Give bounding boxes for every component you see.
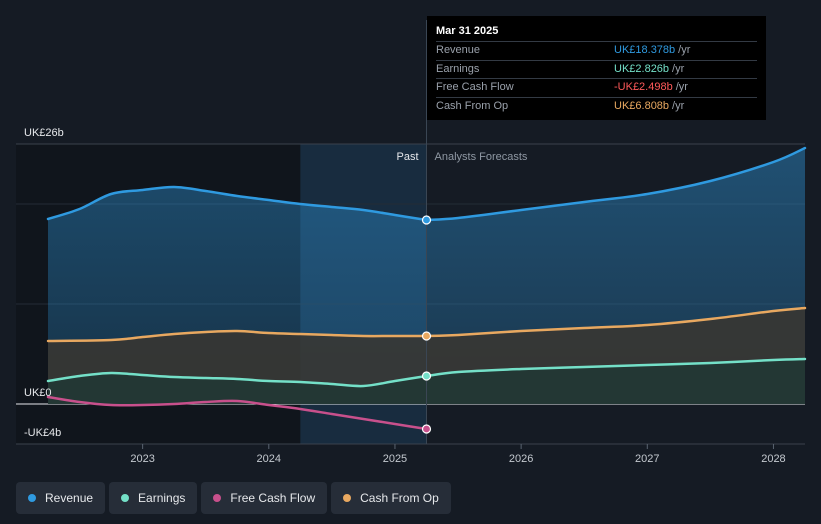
earnings-marker bbox=[421, 371, 432, 381]
cash_from_op-line-forecast bbox=[425, 306, 807, 338]
legend-item-revenue[interactable]: Revenue bbox=[16, 482, 106, 514]
legend-item-free-cash-flow[interactable]: Free Cash Flow bbox=[201, 482, 328, 514]
y-axis-labels: UK£26b UK£0 -UK£4b bbox=[24, 127, 64, 439]
series-markers bbox=[421, 215, 432, 434]
tooltip-unit: /yr bbox=[675, 81, 688, 93]
x-tick-label: 2023 bbox=[130, 453, 154, 465]
dot-icon bbox=[343, 494, 352, 502]
forecast-label: Analysts Forecasts bbox=[435, 151, 528, 163]
legend-label: Free Cash Flow bbox=[230, 491, 316, 505]
revenue-line-forecast bbox=[425, 146, 807, 222]
tooltip-row-cash-from-op: Cash From Op UK£6.808b /yr bbox=[436, 96, 757, 116]
cash_from_op-marker bbox=[421, 331, 432, 341]
dot-icon bbox=[213, 494, 222, 502]
cash_from_op-line-past bbox=[46, 329, 428, 343]
tooltip-row-revenue: Revenue UK£18.378b /yr bbox=[436, 41, 757, 60]
legend-item-earnings[interactable]: Earnings bbox=[109, 482, 198, 514]
series-lines bbox=[46, 146, 807, 431]
tooltip-unit: /yr bbox=[672, 62, 685, 75]
tooltip-value: UK£6.808b bbox=[614, 99, 670, 112]
x-tick-label: 2025 bbox=[383, 453, 407, 465]
tooltip-unit: /yr bbox=[678, 44, 691, 56]
legend-item-cash-from-op[interactable]: Cash From Op bbox=[331, 482, 451, 514]
tooltip-value: UK£2.826b bbox=[614, 62, 670, 75]
x-tick-label: 2026 bbox=[509, 453, 533, 465]
x-tick-label: 2028 bbox=[761, 453, 785, 465]
y-tick-label: UK£0 bbox=[24, 387, 52, 399]
y-tick-label: -UK£4b bbox=[24, 427, 61, 439]
legend-label: Revenue bbox=[45, 491, 94, 505]
earnings-line-forecast bbox=[425, 357, 807, 378]
tooltip-value: -UK£2.498b bbox=[614, 81, 673, 93]
legend-label: Cash From Op bbox=[360, 491, 439, 505]
tooltip-row-free-cash-flow: Free Cash Flow -UK£2.498b /yr bbox=[436, 78, 757, 97]
x-axis: 2023 2024 2025 2026 2027 2028 bbox=[130, 444, 786, 465]
revenue-marker bbox=[421, 215, 432, 225]
free_cash_flow-line-past bbox=[46, 395, 428, 431]
dot-icon bbox=[28, 494, 36, 502]
legend-label: Earnings bbox=[138, 491, 186, 505]
earnings-line-past bbox=[46, 371, 428, 388]
tooltip-row-earnings: Earnings UK£2.826b /yr bbox=[436, 59, 757, 79]
x-tick-label: 2027 bbox=[635, 453, 659, 465]
tooltip-unit: /yr bbox=[672, 99, 685, 112]
tooltip: Mar 31 2025 Revenue UK£18.378b /yr Earni… bbox=[427, 16, 766, 120]
tooltip-value: UK£18.378b bbox=[614, 44, 676, 56]
tooltip-date: Mar 31 2025 bbox=[436, 25, 499, 37]
past-label: Past bbox=[396, 151, 418, 163]
tooltip-label: Revenue bbox=[436, 44, 481, 56]
x-tick-label: 2024 bbox=[257, 453, 281, 465]
tooltip-label: Free Cash Flow bbox=[436, 81, 514, 93]
free_cash_flow-marker bbox=[421, 424, 432, 434]
revenue-line-past bbox=[46, 185, 428, 222]
y-tick-label: UK£26b bbox=[24, 127, 64, 139]
tooltip-label: Cash From Op bbox=[436, 99, 509, 112]
legend: Revenue Earnings Free Cash Flow Cash Fro… bbox=[16, 482, 451, 514]
tooltip-label: Earnings bbox=[436, 62, 480, 75]
dot-icon bbox=[121, 494, 130, 502]
